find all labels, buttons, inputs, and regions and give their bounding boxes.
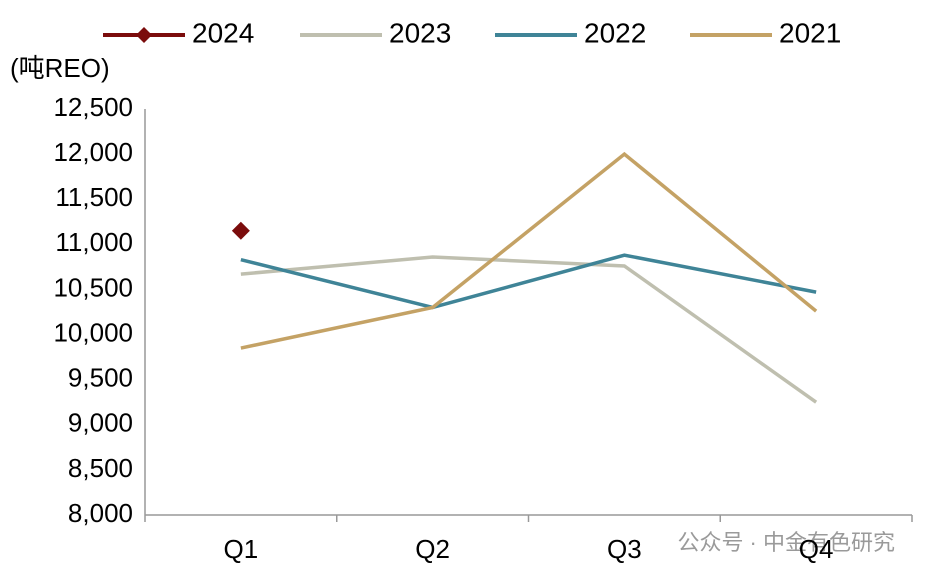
y-tick-label: 12,000 <box>53 137 133 167</box>
legend-label: 2023 <box>389 17 451 48</box>
x-tick-label: Q4 <box>799 534 834 564</box>
y-tick-label: 8,000 <box>68 498 133 528</box>
y-tick-label: 10,500 <box>53 272 133 302</box>
data-marker <box>231 221 250 240</box>
y-tick-label: 12,500 <box>53 92 133 122</box>
x-tick-label: Q2 <box>415 534 450 564</box>
x-tick-label: Q3 <box>607 534 642 564</box>
legend-label: 2024 <box>192 17 254 48</box>
series-line <box>240 151 818 350</box>
legend-label: 2021 <box>779 17 841 48</box>
y-tick-label: 9,000 <box>68 408 133 438</box>
y-tick-label: 8,500 <box>68 453 133 483</box>
series-line <box>240 253 817 310</box>
legend-label: 2022 <box>584 17 646 48</box>
legend-marker <box>136 27 152 43</box>
x-tick-label: Q1 <box>224 534 259 564</box>
unit-label: (吨REO) <box>10 53 110 83</box>
series-line <box>240 255 818 404</box>
y-tick-label: 9,500 <box>68 363 133 393</box>
y-tick-label: 11,500 <box>55 182 133 212</box>
y-tick-label: 10,000 <box>53 317 133 347</box>
watermark: 公众号 · 中金有色研究 <box>677 530 895 555</box>
y-tick-label: 11,000 <box>55 227 133 257</box>
